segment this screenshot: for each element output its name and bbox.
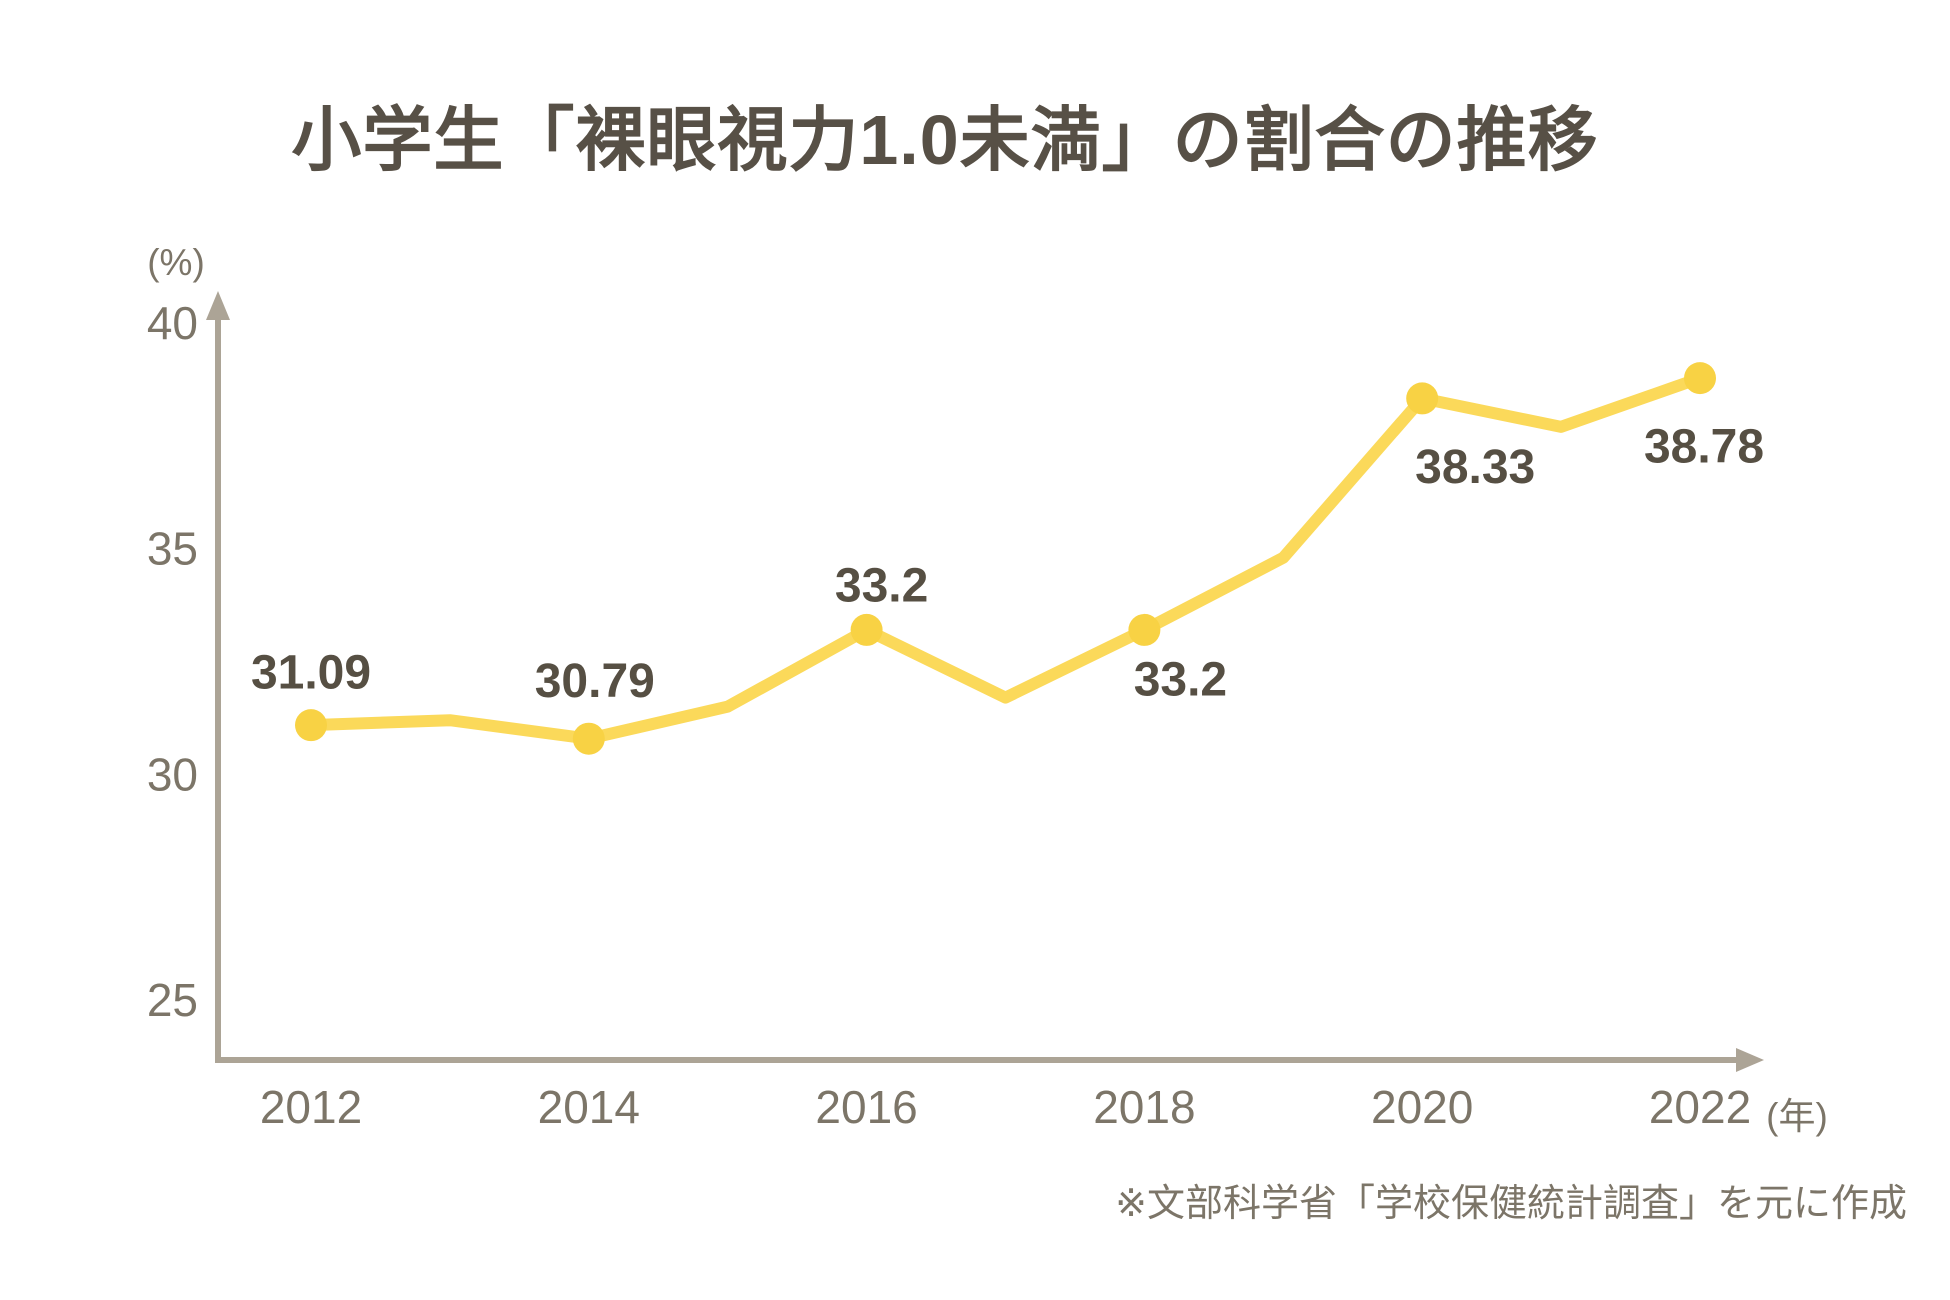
data-point-marker-2014 [572,722,605,755]
y-tick-label-25: 25 [147,974,198,1026]
y-tick-label-30: 30 [147,748,198,800]
data-point-marker-2020 [1406,382,1439,415]
data-label-2016: 33.2 [835,559,928,612]
data-point-marker-2016 [850,613,883,646]
x-tick-label-2022: 2022 [1649,1081,1751,1133]
data-point-marker-2018 [1128,613,1161,646]
data-label-2018: 33.2 [1134,653,1227,706]
x-axis-arrowhead [1736,1048,1764,1072]
data-label-2014: 30.79 [535,655,655,708]
x-tick-label-2018: 2018 [1093,1081,1195,1133]
x-tick-label-2016: 2016 [815,1081,917,1133]
data-point-marker-2022 [1684,362,1716,395]
x-tick-label-2012: 2012 [260,1081,362,1133]
y-tick-label-35: 35 [147,523,198,575]
data-label-2022: 38.78 [1644,421,1764,474]
line-series [305,372,1706,745]
data-label-2020: 38.33 [1415,441,1535,494]
y-axis-unit-label: (%) [147,242,205,283]
x-tick-label-2020: 2020 [1371,1081,1473,1133]
data-label-2012: 31.09 [251,647,371,700]
source-note: ※文部科学省「学校保健統計調査」を元に作成 [1115,1183,1907,1225]
y-tick-label-40: 40 [147,297,198,349]
y-axis-arrowhead [206,291,230,320]
chart-title: 小学生「裸眼視力1.0未満」の割合の推移 [291,101,1599,179]
x-tick-label-2014: 2014 [538,1081,640,1133]
data-point-marker-2012 [295,709,327,742]
x-axis-unit-label: (年) [1766,1096,1828,1137]
